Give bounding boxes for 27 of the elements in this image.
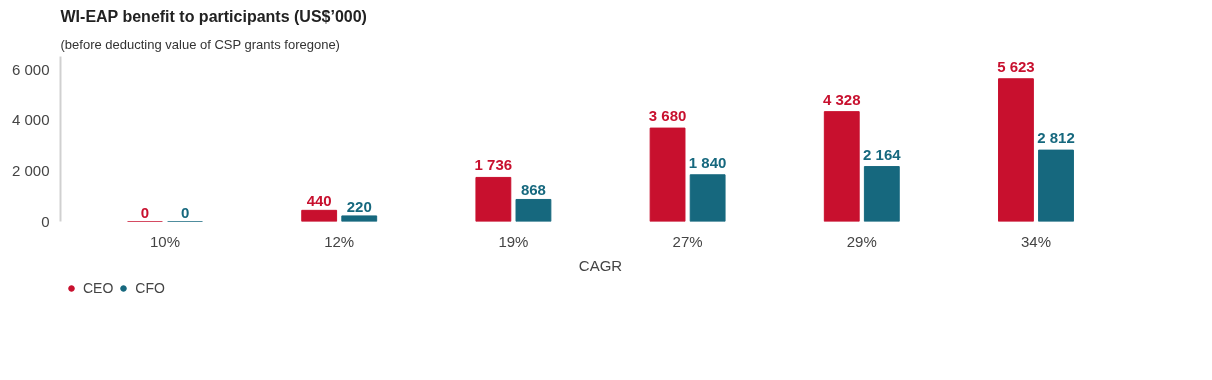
- x-tick-label: 27%: [672, 232, 703, 250]
- data-label: 4 328: [822, 90, 861, 108]
- legend-label: CEO: [83, 280, 114, 296]
- data-label: 0: [180, 203, 190, 221]
- x-tick-label: 12%: [324, 232, 355, 250]
- data-label: 2 164: [863, 145, 902, 163]
- chart-subtitle: (before deducting value of CSP grants foregone): [60, 36, 340, 52]
- x-tick-label: 34%: [1020, 232, 1051, 250]
- data-label: 1 736: [474, 156, 513, 174]
- data-label: 868: [520, 181, 546, 199]
- data-label: 5 623: [997, 57, 1035, 75]
- y-tick-label: 6 000: [11, 60, 50, 78]
- x-tick-label: 10%: [150, 232, 181, 250]
- data-label: 3 680: [648, 107, 687, 125]
- chart-title: WI-EAP benefit to participants (US$’000): [60, 7, 367, 25]
- data-label: 220: [346, 197, 372, 215]
- x-axis-title: CAGR: [578, 256, 623, 274]
- legend-label: CFO: [135, 280, 165, 296]
- y-tick-label: 2 000: [11, 162, 50, 180]
- y-tick-label: 0: [41, 213, 50, 230]
- data-label: 2 812: [1037, 129, 1075, 147]
- x-tick-label: 29%: [846, 232, 877, 250]
- data-label: 1 840: [688, 153, 727, 171]
- data-label: 0: [140, 203, 150, 221]
- y-tick-label: 4 000: [11, 111, 50, 129]
- data-label: 440: [306, 192, 332, 210]
- x-tick-label: 19%: [498, 232, 529, 250]
